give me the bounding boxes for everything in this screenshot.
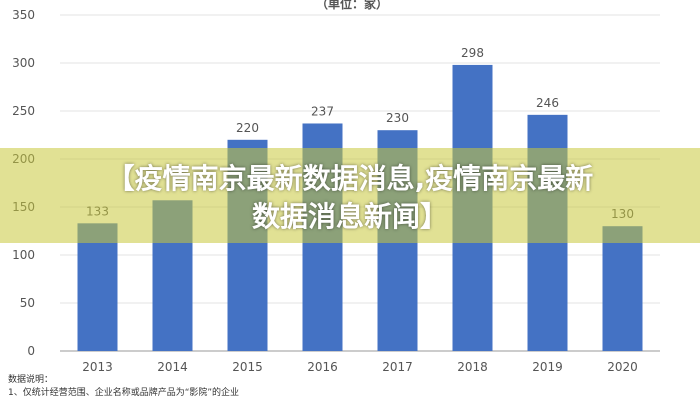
x-tick-label: 2017 — [382, 360, 413, 374]
notes-heading: 数据说明： — [8, 375, 54, 385]
bar-value-label: 220 — [236, 121, 259, 135]
data-notes: 数据说明： 1、仅统计经营范围、企业名称或品牌产品为“影院”的企业 — [8, 374, 239, 400]
chart-unit-label: （单位：家） — [316, 0, 388, 11]
y-tick-label: 300 — [12, 56, 35, 70]
bar-value-label: 237 — [311, 104, 334, 118]
bar-value-label: 298 — [461, 46, 484, 60]
y-tick-label: 350 — [12, 8, 35, 22]
x-tick-label: 2016 — [307, 360, 338, 374]
banner-title-line1: 【疫情南京最新数据消息,疫情南京最新 — [106, 162, 594, 195]
x-tick-label: 2020 — [607, 360, 638, 374]
bar-2020 — [602, 226, 643, 351]
x-tick-label: 2014 — [157, 360, 188, 374]
bar-value-label: 230 — [386, 111, 409, 125]
x-axis-ticks: 2013 2014 2015 2016 2017 2018 2019 2020 — [82, 360, 638, 374]
y-tick-label: 100 — [12, 248, 35, 262]
y-tick-label: 250 — [12, 104, 35, 118]
x-tick-label: 2015 — [232, 360, 263, 374]
x-tick-label: 2018 — [457, 360, 488, 374]
x-tick-label: 2019 — [532, 360, 563, 374]
y-tick-label: 0 — [27, 344, 35, 358]
title-banner — [0, 148, 700, 243]
x-tick-label: 2013 — [82, 360, 113, 374]
banner-title: 【疫情南京最新数据消息,疫情南京最新 数据消息新闻】 — [0, 160, 700, 236]
notes-line-1: 1、仅统计经营范围、企业名称或品牌产品为“影院”的企业 — [8, 388, 240, 398]
bar-2013 — [77, 223, 118, 351]
y-tick-label: 50 — [20, 296, 35, 310]
bar-value-label: 246 — [536, 96, 559, 110]
banner-title-line2: 数据消息新闻】 — [251, 200, 448, 233]
